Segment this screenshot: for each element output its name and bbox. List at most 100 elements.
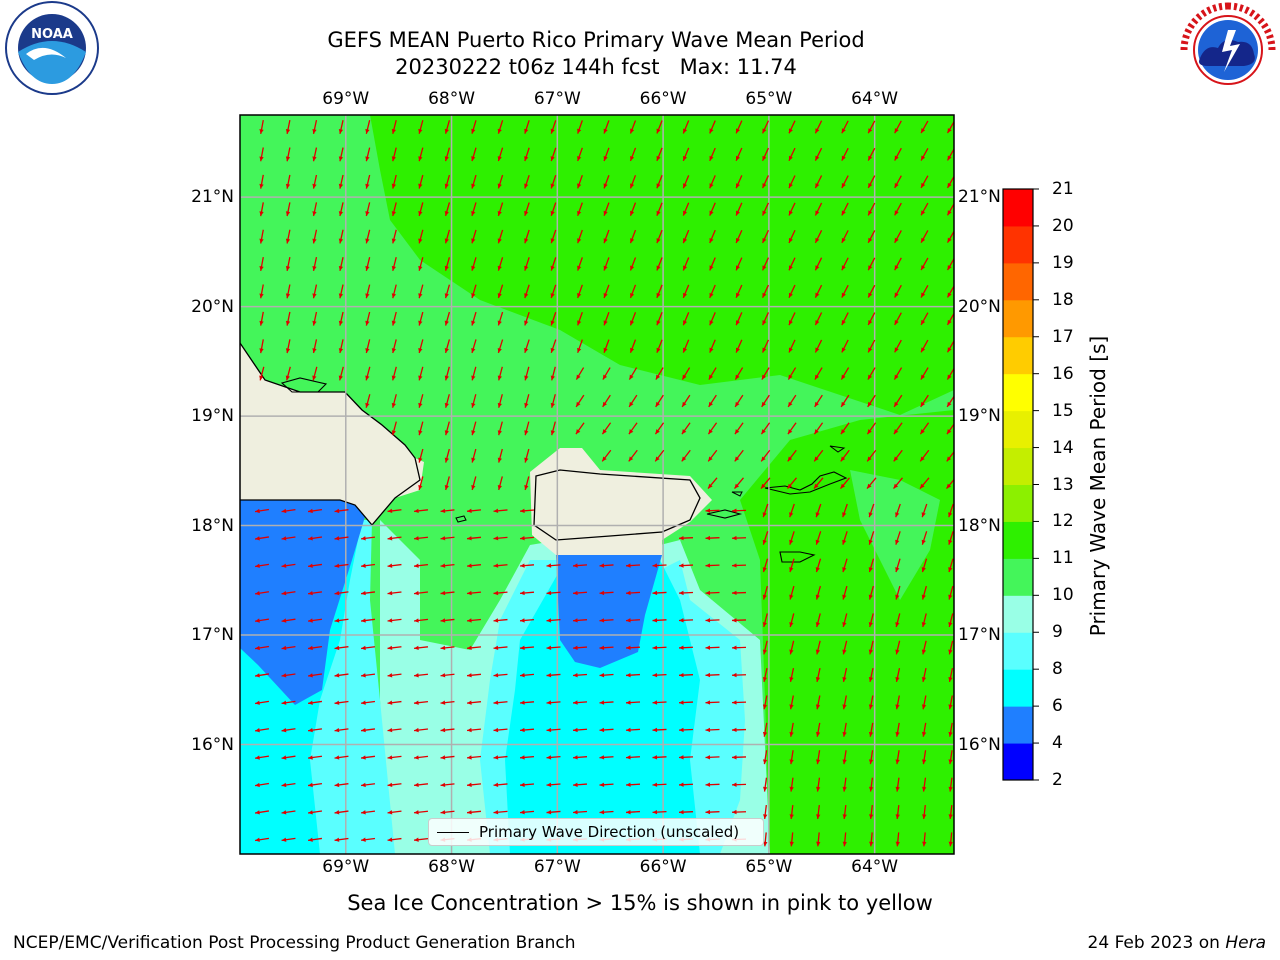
- wave-direction-arrow: [391, 202, 397, 217]
- map-subtitle: 20230222 t06z 144h fcst Max: 11.74: [395, 55, 797, 79]
- bottom-longitude-label: 64°W: [851, 857, 899, 877]
- wave-direction-arrow: [841, 175, 849, 189]
- sea-ice-note-text: Sea Ice Concentration > 15% is shown in …: [347, 891, 933, 915]
- wave-direction-arrow: [281, 728, 296, 733]
- colorbar: [1003, 188, 1039, 781]
- wave-direction-arrow: [493, 618, 508, 623]
- wave-direction-arrow: [418, 147, 424, 162]
- wave-direction-arrow: [497, 476, 503, 491]
- virgin-islands-coastline: [764, 471, 848, 495]
- wave-direction-arrow: [546, 645, 561, 650]
- wave-direction-arrow: [444, 202, 451, 217]
- wave-direction-arrow: [894, 120, 902, 134]
- wave-direction-arrow: [418, 311, 424, 326]
- wave-direction-arrow: [814, 202, 823, 216]
- wave-direction-arrow: [656, 147, 663, 162]
- wave-direction-arrow: [493, 590, 508, 596]
- wave-direction-arrow: [550, 284, 557, 299]
- wave-direction-arrow: [840, 367, 850, 380]
- wave-direction-arrow: [787, 477, 797, 489]
- wave-direction-arrow: [814, 257, 823, 271]
- wave-direction-arrow: [921, 750, 927, 765]
- wave-direction-arrow: [629, 202, 637, 216]
- wave-direction-arrow: [842, 777, 847, 792]
- wave-direction-arrow: [418, 394, 424, 408]
- wave-direction-arrow: [387, 837, 402, 842]
- wave-direction-arrow: [440, 645, 455, 651]
- wave-direction-arrow: [413, 782, 429, 788]
- wave-direction-arrow: [895, 832, 900, 847]
- top-longitude-label: 66°W: [639, 89, 687, 109]
- wave-direction-arrow: [920, 175, 929, 189]
- wave-direction-arrow: [867, 120, 876, 134]
- footer-host: Hera: [1225, 933, 1266, 953]
- wave-direction-arrow: [307, 810, 323, 815]
- wave-direction-arrow: [682, 312, 690, 326]
- wave-direction-arrow: [387, 755, 402, 760]
- wave-direction-arrow: [629, 339, 637, 353]
- wave-direction-arrow: [444, 257, 451, 271]
- wave-direction-arrow: [360, 563, 376, 568]
- wave-direction-arrow: [387, 508, 402, 514]
- puerto-rico-coastline: [533, 469, 701, 541]
- hispaniola-landmass: [240, 343, 424, 525]
- wave-direction-arrow: [919, 449, 930, 462]
- wave-direction-arrow: [497, 284, 504, 299]
- wave-direction-arrow: [307, 755, 323, 760]
- wave-direction-arrow: [603, 175, 610, 189]
- wave-direction-arrow: [705, 563, 720, 568]
- noaa-logo: NOAA: [4, 0, 100, 96]
- wave-direction-arrow: [761, 120, 770, 134]
- wave-direction-arrow: [760, 449, 771, 462]
- wave-direction-arrow: [444, 229, 451, 244]
- noaa-logo-icon: NOAA: [5, 1, 99, 95]
- wave-direction-arrow: [816, 832, 821, 847]
- wave-direction-arrow: [814, 147, 823, 161]
- wave-direction-arrow: [867, 175, 876, 189]
- wave-direction-arrow: [418, 202, 424, 217]
- wave-direction-arrow: [948, 777, 953, 792]
- bottom-longitude-label: 68°W: [428, 857, 476, 877]
- colorbar-tick-label: 10: [1052, 585, 1074, 606]
- wave-direction-arrow: [497, 120, 504, 134]
- wave-direction-arrow: [307, 590, 323, 596]
- legend-label: Primary Wave Direction (unscaled): [479, 823, 740, 841]
- wave-direction-arrow: [254, 536, 270, 541]
- wave-direction-arrow: [259, 257, 264, 271]
- wave-direction-arrow: [493, 810, 508, 815]
- wave-direction-arrow: [524, 120, 530, 134]
- wave-direction-arrow: [334, 508, 349, 514]
- wave-direction-arrow: [814, 394, 823, 408]
- colorbar-frame: [1002, 188, 1034, 781]
- wave-direction-arrow: [762, 503, 769, 518]
- colorbar-bin: [1003, 558, 1033, 596]
- wave-direction-arrow: [360, 727, 376, 733]
- wave-direction-arrow: [734, 367, 744, 380]
- wave-direction-arrow: [546, 782, 561, 787]
- wave-direction-arrow: [893, 477, 903, 489]
- wave-direction-arrow: [285, 147, 291, 162]
- colorbar-bin: [1003, 484, 1033, 522]
- wave-direction-arrow: [841, 147, 849, 161]
- wave-direction-arrow: [259, 311, 264, 326]
- wave-direction-arrow: [919, 422, 930, 435]
- footer-date: 24 Feb 2023 on Hera: [1088, 933, 1266, 953]
- wave-direction-arrow: [550, 421, 556, 436]
- wave-direction-arrow: [842, 640, 848, 655]
- wave-direction-arrow: [707, 422, 718, 435]
- bottom-longitude-label: 67°W: [533, 857, 581, 877]
- wave-direction-arrow: [815, 750, 821, 765]
- wave-direction-arrow: [285, 229, 291, 244]
- wave-direction-arrow: [281, 700, 296, 705]
- wave-direction-arrow: [895, 640, 901, 655]
- wave-direction-arrow: [709, 339, 716, 353]
- wave-direction-arrow: [762, 668, 768, 682]
- wave-direction-arrow: [577, 147, 583, 162]
- wave-direction-arrow: [789, 531, 795, 545]
- wave-direction-arrow: [705, 590, 720, 596]
- wave-direction-arrow: [763, 832, 768, 847]
- wave-direction-arrow: [365, 229, 371, 244]
- wave-direction-arrow: [708, 394, 717, 408]
- wave-direction-arrow: [497, 394, 503, 408]
- wave-direction-arrow: [867, 394, 876, 408]
